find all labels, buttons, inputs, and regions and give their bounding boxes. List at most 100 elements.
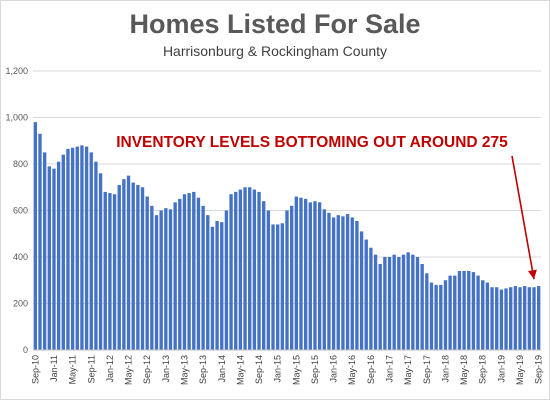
bar-Dec-11 bbox=[103, 191, 107, 350]
x-tick-label: May-19 bbox=[515, 355, 525, 385]
bar-Oct-15 bbox=[317, 202, 322, 350]
bar-Jul-11 bbox=[80, 145, 84, 350]
bar-Jul-14 bbox=[248, 187, 252, 350]
bar-Oct-18 bbox=[485, 282, 490, 350]
bar-Jan-15 bbox=[276, 224, 280, 350]
bar-Apr-11 bbox=[66, 148, 70, 350]
bar-Aug-12 bbox=[140, 187, 145, 350]
bar-Nov-16 bbox=[378, 263, 382, 350]
y-tick-label: 0 bbox=[23, 345, 28, 355]
bar-May-13 bbox=[182, 194, 187, 350]
x-tick-label: Sep-15 bbox=[310, 355, 320, 384]
bar-May-14 bbox=[238, 189, 243, 350]
bar-Jun-15 bbox=[299, 197, 303, 350]
bar-Sep-10 bbox=[33, 122, 38, 351]
y-tick-label: 400 bbox=[13, 252, 28, 262]
bar-Sep-12 bbox=[145, 196, 149, 350]
bar-Dec-16 bbox=[383, 257, 387, 350]
x-tick-label: Jan-11 bbox=[49, 355, 59, 382]
bar-Aug-14 bbox=[252, 189, 257, 350]
y-tick-label: 600 bbox=[13, 206, 28, 216]
bar-Oct-12 bbox=[150, 205, 154, 350]
bar-Jan-12 bbox=[108, 193, 112, 350]
bar-Jul-16 bbox=[359, 231, 364, 350]
bar-May-12 bbox=[126, 175, 131, 350]
bar-Sep-13 bbox=[201, 205, 205, 350]
bar-Aug-18 bbox=[476, 275, 480, 350]
bar-Nov-18 bbox=[490, 287, 494, 350]
x-tick-label: Jan-15 bbox=[273, 355, 283, 383]
bar-May-11 bbox=[70, 147, 75, 350]
chart-subtitle: Harrisonburg & Rockingham County bbox=[162, 43, 388, 59]
bar-Mar-19 bbox=[509, 287, 513, 350]
bar-May-18 bbox=[462, 270, 466, 350]
bar-Dec-17 bbox=[439, 284, 443, 350]
bar-Apr-15 bbox=[289, 205, 294, 350]
bar-Nov-17 bbox=[434, 284, 438, 350]
bar-Mar-11 bbox=[61, 154, 65, 350]
bar-Jun-17 bbox=[411, 254, 415, 350]
x-tick-label: May-11 bbox=[68, 355, 78, 384]
y-tick-label: 1,000 bbox=[5, 113, 28, 123]
x-tick-label: May-12 bbox=[124, 355, 134, 385]
bar-Jul-13 bbox=[192, 191, 196, 350]
bar-Aug-19 bbox=[532, 287, 536, 350]
bar-Feb-17 bbox=[392, 254, 396, 350]
bar-Sep-17 bbox=[425, 273, 429, 350]
bar-Jan-17 bbox=[387, 257, 392, 350]
bar-Sep-11 bbox=[89, 152, 93, 350]
bar-Oct-14 bbox=[262, 201, 266, 350]
bar-Sep-19 bbox=[536, 286, 541, 350]
bar-Feb-11 bbox=[56, 161, 61, 350]
bar-Feb-16 bbox=[336, 215, 340, 350]
bar-Apr-12 bbox=[122, 179, 126, 350]
bar-May-17 bbox=[406, 252, 410, 350]
x-tick-label: Sep-17 bbox=[422, 355, 432, 384]
bar-Jul-18 bbox=[471, 272, 476, 350]
bar-May-16 bbox=[350, 217, 354, 350]
bar-Nov-14 bbox=[266, 210, 271, 350]
x-tick-label: May-18 bbox=[459, 355, 469, 385]
bar-Mar-12 bbox=[117, 184, 121, 350]
bar-Jun-19 bbox=[523, 286, 527, 350]
bar-Feb-18 bbox=[448, 275, 452, 350]
bar-Jan-19 bbox=[499, 289, 504, 350]
bar-Sep-15 bbox=[313, 201, 317, 350]
bar-Oct-10 bbox=[38, 133, 42, 350]
bar-Jul-17 bbox=[415, 257, 420, 350]
bar-Dec-15 bbox=[327, 212, 331, 350]
x-tick-label: Sep-13 bbox=[198, 355, 208, 384]
bar-Apr-17 bbox=[401, 254, 406, 350]
bar-Jun-13 bbox=[187, 193, 191, 350]
x-tick-label: May-13 bbox=[179, 355, 189, 385]
bar-Oct-13 bbox=[206, 215, 210, 350]
bar-Mar-15 bbox=[285, 210, 289, 350]
bar-Dec-18 bbox=[495, 287, 499, 350]
bar-Apr-19 bbox=[513, 286, 518, 350]
x-tick-label: Sep-11 bbox=[86, 355, 96, 383]
bar-Sep-18 bbox=[481, 280, 485, 350]
bar-Mar-13 bbox=[173, 202, 177, 350]
bar-Aug-11 bbox=[84, 146, 89, 350]
bar-Jun-12 bbox=[131, 182, 135, 350]
bar-Oct-16 bbox=[373, 254, 378, 350]
x-tick-label: Jan-17 bbox=[385, 355, 395, 383]
bar-Feb-13 bbox=[168, 209, 173, 350]
bar-Nov-15 bbox=[322, 209, 326, 350]
bar-Aug-16 bbox=[364, 239, 368, 350]
bar-Feb-14 bbox=[224, 210, 229, 350]
bar-Jun-11 bbox=[75, 146, 79, 350]
y-tick-label: 1,200 bbox=[5, 66, 28, 76]
x-tick-label: May-14 bbox=[235, 355, 245, 385]
x-tick-label: Jan-12 bbox=[105, 355, 115, 383]
bar-Mar-16 bbox=[341, 216, 345, 350]
x-tick-label: Sep-16 bbox=[366, 355, 376, 384]
bar-Jan-14 bbox=[220, 222, 224, 350]
bar-Dec-14 bbox=[271, 224, 275, 350]
bar-Jan-11 bbox=[52, 168, 56, 350]
x-tick-label: Jan-19 bbox=[496, 355, 506, 383]
bar-Dec-13 bbox=[215, 220, 219, 350]
bar-Feb-15 bbox=[280, 223, 285, 350]
